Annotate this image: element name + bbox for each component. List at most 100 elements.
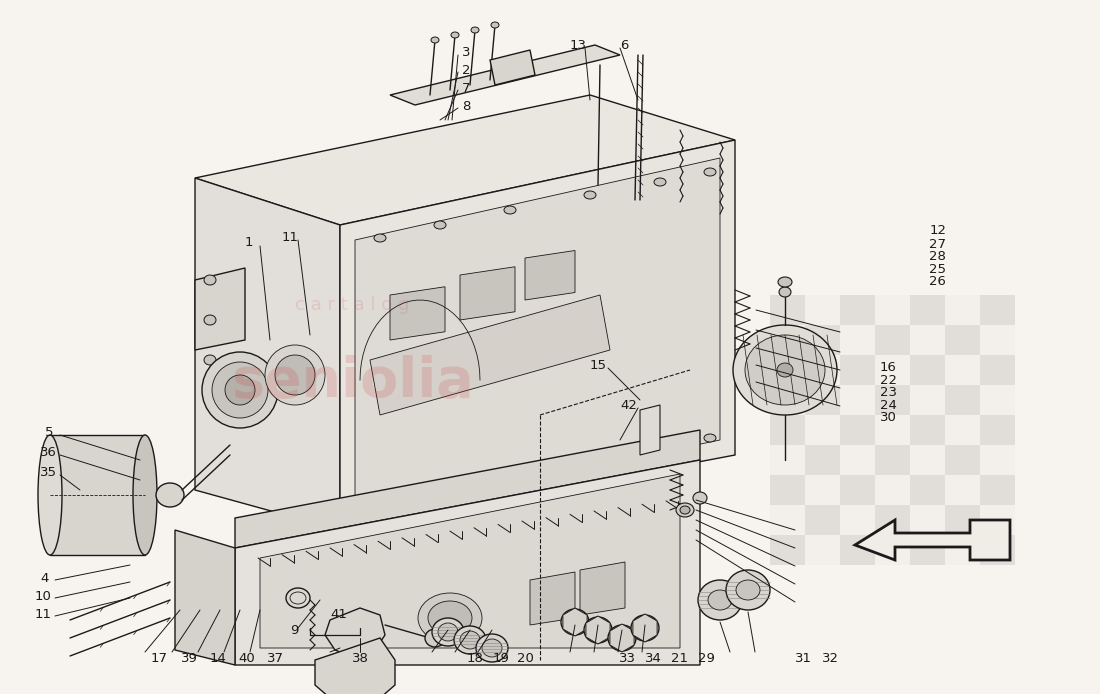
Ellipse shape xyxy=(265,345,324,405)
Bar xyxy=(945,385,980,415)
Ellipse shape xyxy=(631,615,659,641)
Text: 8: 8 xyxy=(462,99,471,112)
Bar xyxy=(945,355,980,385)
Text: 23: 23 xyxy=(880,387,896,399)
Ellipse shape xyxy=(561,609,588,635)
Text: 5: 5 xyxy=(45,425,54,439)
Bar xyxy=(945,445,980,475)
Text: c a r t a l o g: c a r t a l o g xyxy=(295,296,409,314)
Bar xyxy=(840,445,874,475)
Polygon shape xyxy=(324,608,385,658)
Text: 13: 13 xyxy=(570,38,587,51)
Bar xyxy=(874,355,910,385)
Ellipse shape xyxy=(204,275,216,285)
Bar xyxy=(840,505,874,535)
Polygon shape xyxy=(195,178,340,530)
Text: 40: 40 xyxy=(238,652,255,664)
Text: seniolia: seniolia xyxy=(231,355,473,409)
Text: 31: 31 xyxy=(794,652,812,664)
Ellipse shape xyxy=(704,168,716,176)
Text: 24: 24 xyxy=(880,399,896,412)
Bar xyxy=(805,355,840,385)
Polygon shape xyxy=(390,45,620,105)
Bar xyxy=(945,505,980,535)
Text: 35: 35 xyxy=(40,466,57,478)
Ellipse shape xyxy=(460,631,480,649)
Text: 20: 20 xyxy=(517,652,535,664)
Bar xyxy=(980,505,1015,535)
Bar xyxy=(874,295,910,325)
Bar xyxy=(980,325,1015,355)
Bar xyxy=(805,535,840,565)
Bar xyxy=(874,385,910,415)
Bar xyxy=(910,295,945,325)
Text: 28: 28 xyxy=(930,251,946,263)
Ellipse shape xyxy=(434,221,446,229)
Polygon shape xyxy=(855,520,1010,560)
Ellipse shape xyxy=(726,570,770,610)
Bar xyxy=(874,535,910,565)
Ellipse shape xyxy=(608,625,636,651)
Text: 14: 14 xyxy=(209,652,227,664)
Polygon shape xyxy=(315,638,395,694)
Ellipse shape xyxy=(777,363,793,377)
Bar xyxy=(874,505,910,535)
Bar xyxy=(805,325,840,355)
Ellipse shape xyxy=(364,506,376,514)
Text: 15: 15 xyxy=(590,359,607,371)
Text: 11: 11 xyxy=(282,230,299,244)
Text: 34: 34 xyxy=(645,652,662,664)
Bar xyxy=(840,535,874,565)
Bar xyxy=(945,415,980,445)
Polygon shape xyxy=(530,572,575,625)
Ellipse shape xyxy=(471,27,478,33)
Ellipse shape xyxy=(704,434,716,442)
Bar xyxy=(910,475,945,505)
Polygon shape xyxy=(370,295,610,415)
Bar xyxy=(840,385,874,415)
Bar xyxy=(770,295,805,325)
Bar xyxy=(840,325,874,355)
Ellipse shape xyxy=(476,634,508,662)
Bar xyxy=(980,445,1015,475)
Bar xyxy=(980,295,1015,325)
Ellipse shape xyxy=(428,601,472,635)
Polygon shape xyxy=(340,140,735,530)
Ellipse shape xyxy=(654,178,666,186)
Bar xyxy=(910,415,945,445)
Bar xyxy=(945,295,980,325)
Ellipse shape xyxy=(584,191,596,199)
Text: 33: 33 xyxy=(618,652,636,664)
Ellipse shape xyxy=(374,234,386,242)
Ellipse shape xyxy=(654,444,666,452)
Polygon shape xyxy=(390,287,446,340)
Ellipse shape xyxy=(584,458,596,466)
Bar xyxy=(945,325,980,355)
Ellipse shape xyxy=(438,623,458,641)
Bar xyxy=(770,415,805,445)
Ellipse shape xyxy=(204,395,216,405)
Ellipse shape xyxy=(736,580,760,600)
Text: 9: 9 xyxy=(290,623,298,636)
Text: 21: 21 xyxy=(671,652,689,664)
Text: 19: 19 xyxy=(492,652,509,664)
Ellipse shape xyxy=(745,335,825,405)
Bar xyxy=(840,475,874,505)
Bar xyxy=(910,535,945,565)
Text: 41: 41 xyxy=(330,609,346,622)
Ellipse shape xyxy=(39,435,62,555)
Ellipse shape xyxy=(212,362,268,418)
Ellipse shape xyxy=(451,32,459,38)
Ellipse shape xyxy=(676,503,694,517)
Ellipse shape xyxy=(693,492,707,504)
Ellipse shape xyxy=(584,617,612,643)
Bar xyxy=(840,295,874,325)
Bar xyxy=(874,445,910,475)
Ellipse shape xyxy=(204,355,216,365)
Polygon shape xyxy=(632,614,657,642)
Polygon shape xyxy=(640,405,660,455)
Polygon shape xyxy=(580,562,625,615)
Bar xyxy=(910,505,945,535)
Polygon shape xyxy=(460,266,515,320)
Text: 1: 1 xyxy=(245,235,253,248)
